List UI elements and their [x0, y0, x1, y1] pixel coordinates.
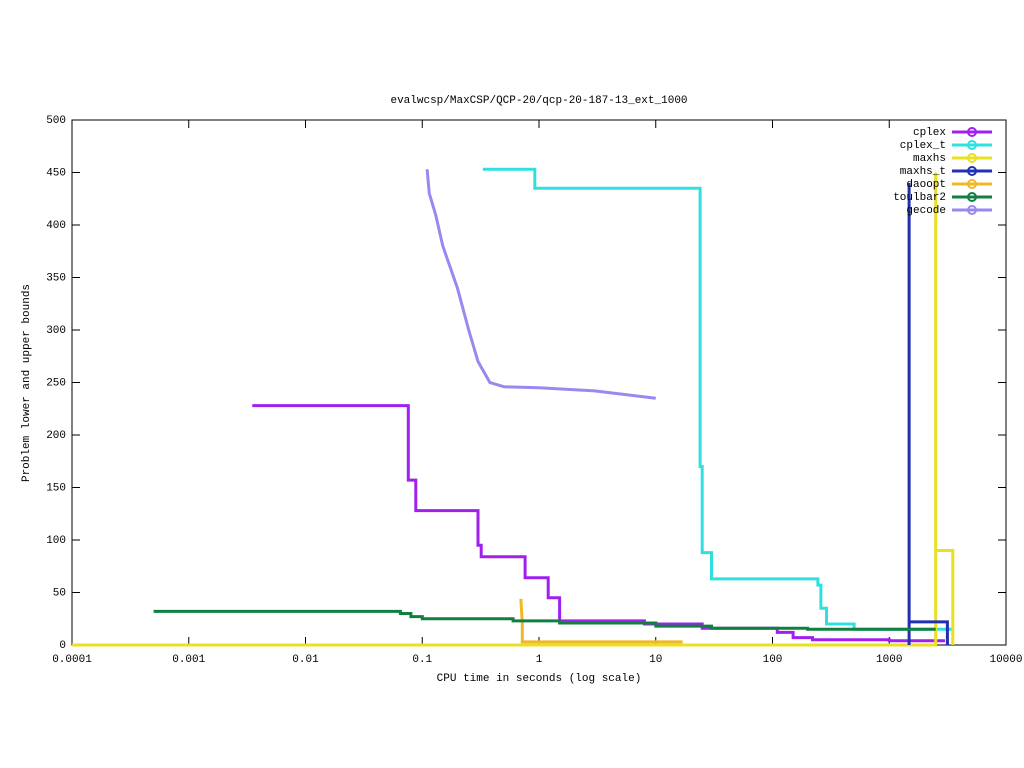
legend-label: maxhs [913, 153, 946, 165]
y-tick-label: 300 [46, 325, 66, 337]
legend-label: cplex [913, 127, 946, 139]
y-tick-label: 50 [53, 587, 66, 599]
series-line [425, 169, 656, 400]
legend-label: daoopt [906, 179, 946, 191]
legend-label: toulbar2 [893, 192, 946, 204]
y-tick-label: 400 [46, 220, 66, 232]
chart-title: evalwcsp/MaxCSP/QCP-20/qcp-20-187-13_ext… [390, 95, 687, 107]
y-tick-label: 0 [59, 640, 66, 652]
x-tick-label: 100 [763, 654, 783, 666]
legend-marker [967, 127, 977, 137]
legend-marker [967, 192, 977, 202]
x-tick-label: 1 [536, 654, 543, 666]
x-tick-label: 1000 [876, 654, 902, 666]
series-line [153, 609, 936, 631]
y-tick-label: 150 [46, 482, 66, 494]
series-line [519, 598, 683, 644]
x-tick-label: 10 [649, 654, 662, 666]
legend-label: maxhs_t [900, 166, 946, 178]
series-line [482, 167, 953, 631]
series-line [252, 404, 945, 643]
legend-label: gecode [906, 205, 946, 217]
legend-marker [967, 166, 977, 176]
y-tick-label: 450 [46, 167, 66, 179]
y-tick-label: 500 [46, 115, 66, 127]
x-tick-label: 0.1 [412, 654, 432, 666]
y-tick-label: 200 [46, 430, 66, 442]
plot-frame [71, 119, 1007, 646]
y-tick-label: 350 [46, 272, 66, 284]
y-tick-label: 100 [46, 535, 66, 547]
legend-label: cplex_t [900, 140, 946, 152]
series-line [907, 183, 949, 645]
legend-marker [967, 153, 977, 163]
x-tick-label: 0.0001 [52, 654, 92, 666]
legend-marker [967, 179, 977, 189]
legend-marker [967, 205, 977, 215]
x-tick-label: 0.01 [292, 654, 319, 666]
legend-marker [967, 140, 977, 150]
series-line [72, 172, 955, 647]
y-axis-label: Problem lower and upper bounds [21, 284, 33, 482]
x-tick-label: 10000 [989, 654, 1022, 666]
y-tick-label: 250 [46, 377, 66, 389]
x-tick-label: 0.001 [172, 654, 205, 666]
x-axis-label: CPU time in seconds (log scale) [437, 673, 642, 685]
